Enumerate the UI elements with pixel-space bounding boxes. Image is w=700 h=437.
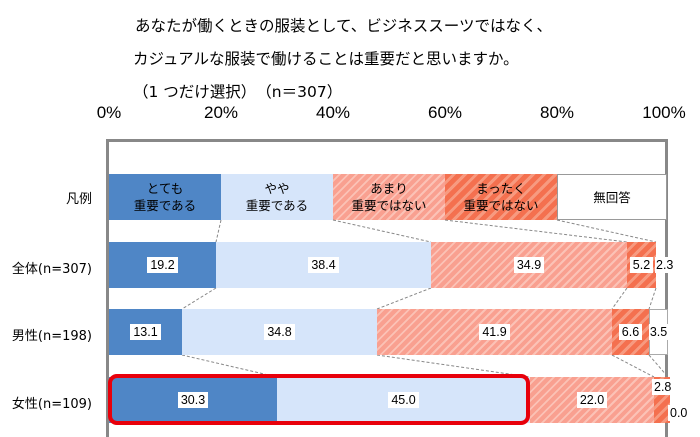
data-label: 5.2 [629,257,654,273]
bar-segment: 41.9 [377,309,612,355]
title-line-3: （1 つだけ選択） （n＝307） [133,83,343,101]
legend-row: とても 重要である やや 重要である あまり 重要ではない まったく 重要ではな… [109,174,667,220]
tick-20: 20% [203,103,239,122]
tick-80: 80% [539,103,575,122]
row-label-male: 男性(n=198) [11,329,92,344]
tick-0: 0% [96,103,122,122]
data-label: 38.4 [308,257,339,273]
data-label: 41.9 [479,324,510,340]
bar-segment: 19.2 [109,242,216,288]
bar-segment: 3.5 [648,309,669,355]
tick-100: 100% [642,103,686,122]
data-label: 34.8 [264,324,295,340]
tick-40: 40% [315,103,351,122]
legend-item-no-answer: 無回答 [557,174,667,220]
legend-item-not-very-important: あまり 重要ではない [333,174,445,220]
bar-segment: 30.3 [109,377,277,423]
legend-item-not-at-all-important: まったく 重要ではない [445,174,557,220]
bar-segment: 2.3 [655,242,675,288]
bar-segment: 13.1 [109,309,182,355]
row-label-total: 全体(n=307) [11,262,92,277]
data-label-outside: 0.0 [668,405,690,421]
bar-row-male: 13.1 34.8 41.9 6.6 3.5 [109,309,669,355]
bar-segment: 6.6 [612,309,649,355]
highlight-box-female-important [108,374,530,425]
title-line-1: あなたが働くときの服装として、ビジネススーツではなく、 [135,17,552,35]
data-label-outside: 2.8 [652,379,674,395]
bar-segment: 34.8 [182,309,377,355]
row-label-female: 女性(n=109) [11,397,92,412]
data-label: 30.3 [177,392,209,408]
data-label: 34.9 [513,257,545,273]
data-label: 6.6 [618,324,643,340]
bar-row-total: 19.2 38.4 34.9 5.2 2.3 [109,242,675,288]
bar-segment: 22.0 [530,377,654,423]
tick-60: 60% [427,103,463,122]
data-label: 19.2 [147,257,178,273]
bar-segment: 5.2 [627,242,656,288]
legend-item-somewhat-important: やや 重要である [221,174,333,220]
data-label: 3.5 [648,324,669,340]
data-label: 45.0 [388,392,419,408]
plot-frame [106,139,668,437]
title-line-2: カジュアルな服装で働けることは重要だと思いますか。 [133,50,519,68]
bar-segment: 45.0 [277,377,530,423]
data-label: 13.1 [130,324,161,340]
legend-label: 凡例 [65,192,92,207]
data-label: 2.3 [655,257,675,273]
data-label: 22.0 [576,392,608,408]
legend-item-very-important: とても 重要である [109,174,221,220]
bar-segment: 34.9 [431,242,627,288]
bar-segment: 38.4 [216,242,431,288]
